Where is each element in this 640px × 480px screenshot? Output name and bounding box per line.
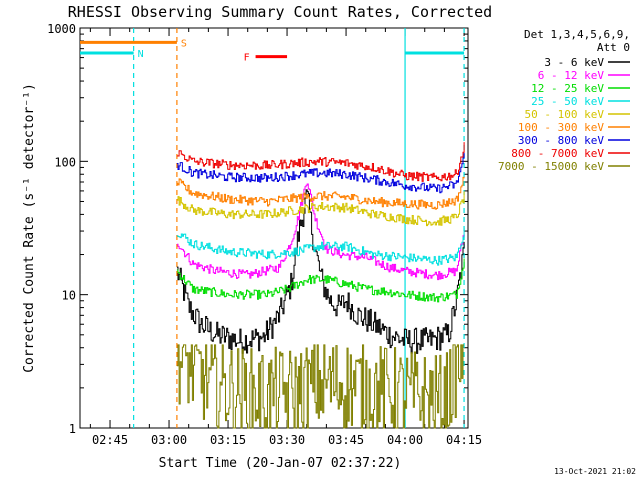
series-lines [176,142,465,429]
legend-label: 800 - 7000 keV [511,147,604,160]
legend-label: 12 - 25 keV [531,82,604,95]
x-tick-label: 04:00 [387,433,423,447]
series-line [176,176,465,210]
series-line [176,189,465,354]
series-line [176,227,465,266]
x-tick-label: 04:15 [446,433,482,447]
y-tick-label: 1 [69,422,76,436]
series-line [176,183,465,281]
series-line [176,258,465,303]
plot-area: 1 10 100 1000 02:45 03:00 03:15 03:30 03:45 04:0… [47,22,482,447]
x-tick-label: 03:30 [269,433,305,447]
legend-label: 300 - 800 keV [518,134,604,147]
x-tick-label: 03:00 [151,433,187,447]
flag-label: F [244,53,250,64]
flag-bars: N S F [80,38,465,64]
series-line [176,191,465,227]
y-tick-label: 10 [62,289,76,303]
flag-label: N [138,49,144,60]
x-tick-label: 03:45 [328,433,364,447]
legend-label: 100 - 300 keV [518,121,604,134]
x-axis: 02:45 03:00 03:15 03:30 03:45 04:00 04:15 [89,28,482,447]
y-axis-label: Corrected Count Rate (s⁻¹ detector⁻¹) [22,83,37,373]
legend-label: 3 - 6 keV [544,56,604,69]
y-tick-label: 100 [54,155,76,169]
y-axis: 1 10 100 1000 [47,22,468,436]
footer-date: 13-Oct-2021 21:02 [554,467,636,476]
legend-label: 7000 - 15000 keV [498,160,604,173]
series-line [176,142,465,182]
plot-frame [79,27,469,429]
flag-label: S [181,38,187,49]
time-boundaries [133,28,465,428]
x-axis-label: Start Time (20-Jan-07 02:37:22) [159,456,402,471]
x-tick-label: 02:45 [92,433,128,447]
series-line [176,152,465,194]
legend-header-line2: Att 0 [597,41,630,54]
x-tick-label: 03:15 [210,433,246,447]
legend-label: 6 - 12 keV [538,69,605,82]
chart-title: RHESSI Observing Summary Count Rates, Co… [68,3,492,21]
y-tick-label: 1000 [47,22,76,36]
legend-label: 50 - 100 keV [525,108,605,121]
legend-header-line1: Det 1,3,4,5,6,9, [524,28,630,41]
legend-label: 25 - 50 keV [531,95,604,108]
series-line [176,344,465,429]
